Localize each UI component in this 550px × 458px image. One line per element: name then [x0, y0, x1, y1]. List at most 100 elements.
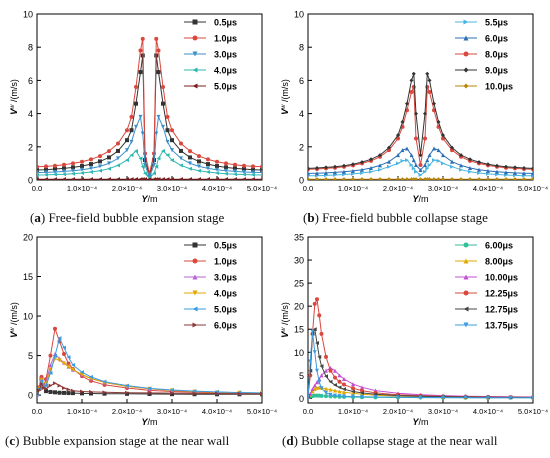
- data-point: [242, 170, 246, 175]
- data-point: [66, 361, 71, 366]
- data-point: [129, 153, 134, 158]
- data-point: [62, 351, 66, 356]
- data-point: [315, 380, 319, 385]
- data-point: [319, 373, 324, 378]
- x-tick-label: 5.0×10⁻⁴: [247, 407, 277, 416]
- data-point: [423, 136, 427, 141]
- data-point: [308, 368, 313, 373]
- data-point: [179, 163, 183, 168]
- data-point: [138, 48, 143, 53]
- data-point: [373, 395, 378, 400]
- data-point: [425, 158, 430, 163]
- legend-label: 10.0μs: [485, 82, 513, 92]
- data-point: [432, 101, 436, 106]
- data-point: [134, 177, 138, 180]
- data-point: [432, 177, 436, 180]
- data-point: [188, 155, 192, 160]
- data-point: [342, 390, 346, 395]
- series-group: [308, 297, 533, 400]
- data-point: [427, 177, 432, 180]
- data-point: [427, 163, 432, 168]
- data-point: [80, 167, 84, 172]
- legend-marker: [463, 258, 469, 264]
- legend-marker: [192, 290, 198, 296]
- legend-label: 1.0μs: [214, 34, 237, 44]
- data-point: [522, 171, 526, 176]
- legend-label: 12.25μs: [485, 289, 518, 299]
- data-point: [71, 165, 75, 170]
- data-point: [342, 387, 346, 392]
- data-point: [333, 375, 337, 380]
- data-point: [260, 164, 262, 169]
- data-point: [161, 177, 165, 180]
- data-point: [116, 177, 120, 180]
- data-point: [411, 85, 416, 90]
- legend-marker: [192, 274, 198, 280]
- data-point: [107, 149, 111, 154]
- data-point: [310, 389, 315, 394]
- data-point: [360, 390, 364, 395]
- data-point: [369, 157, 373, 162]
- data-point: [324, 177, 328, 180]
- chart-a: 0 2 4 6 8 10 0.0 1.0×10⁻⁴ 2.0×10⁻⁴ 3.0×10⁻⁴ 4.0×10…: [9, 10, 277, 205]
- data-point: [98, 164, 102, 169]
- data-point: [409, 153, 414, 158]
- data-point: [215, 167, 219, 172]
- legend-label: 10.00μs: [485, 273, 518, 283]
- data-point: [319, 386, 324, 391]
- data-point: [351, 389, 355, 394]
- data-point: [197, 168, 201, 173]
- plot-frame: [307, 236, 534, 404]
- y-tick-label: 4: [299, 109, 304, 119]
- data-point: [396, 177, 400, 180]
- data-point: [125, 383, 129, 388]
- data-point: [315, 368, 319, 373]
- data-point: [165, 128, 170, 133]
- data-point: [44, 177, 48, 180]
- data-point: [206, 162, 210, 167]
- data-point: [351, 386, 355, 391]
- data-point: [98, 177, 102, 180]
- data-point: [215, 159, 219, 164]
- data-point: [170, 148, 174, 153]
- data-point: [427, 90, 432, 95]
- data-point: [459, 163, 463, 168]
- data-point: [324, 374, 328, 379]
- y-tick-label: 6: [28, 76, 33, 86]
- data-point: [233, 177, 237, 180]
- data-point: [192, 389, 197, 394]
- data-point: [44, 170, 48, 175]
- data-point: [89, 389, 93, 394]
- data-point: [324, 368, 328, 373]
- data-point: [333, 383, 337, 388]
- data-point: [215, 391, 219, 396]
- data-point: [53, 353, 57, 358]
- data-point: [165, 114, 170, 119]
- data-point: [62, 162, 66, 167]
- data-point: [102, 379, 107, 384]
- data-point: [224, 168, 228, 173]
- data-point: [315, 166, 319, 171]
- y-tick-label: 0: [299, 176, 304, 186]
- caption-d: (d) Bubble collapse stage at the near wa…: [282, 433, 498, 448]
- data-point: [486, 177, 490, 180]
- legend-marker: [192, 242, 198, 248]
- data-point: [342, 163, 346, 168]
- data-point: [116, 163, 120, 168]
- data-point: [62, 385, 66, 390]
- data-point: [513, 177, 517, 180]
- data-point: [360, 385, 364, 390]
- data-point: [251, 172, 255, 177]
- x-tick-label: 4.0×10⁻⁴: [202, 407, 232, 416]
- data-point: [495, 163, 499, 168]
- data-point: [328, 392, 333, 397]
- data-point: [224, 177, 228, 180]
- data-point: [324, 386, 328, 391]
- data-point: [328, 379, 333, 384]
- data-point: [44, 164, 48, 169]
- data-point: [333, 177, 337, 180]
- legend-marker: [192, 35, 198, 41]
- data-point: [337, 379, 342, 384]
- data-point: [71, 388, 75, 393]
- data-point: [531, 177, 533, 180]
